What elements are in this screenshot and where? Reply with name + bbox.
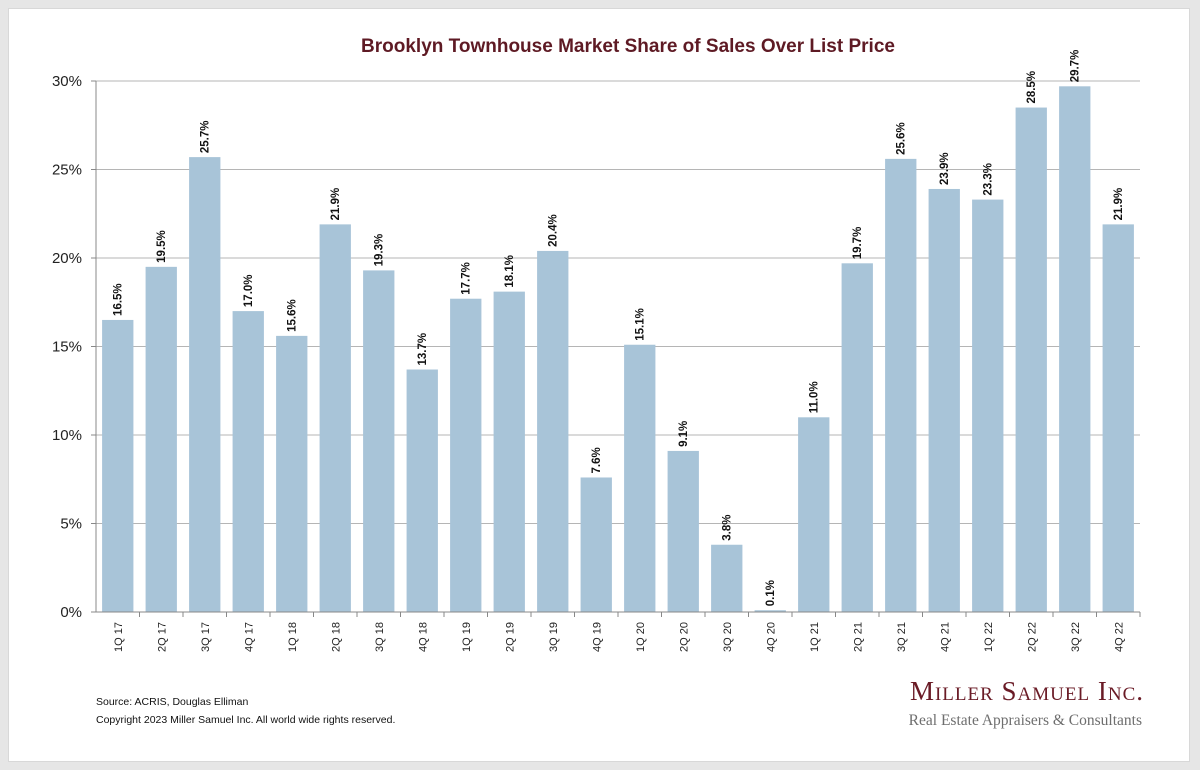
x-tick-label: 2Q 17 [156, 622, 168, 652]
x-tick-label: 4Q 22 [1113, 622, 1125, 652]
y-tick-label: 5% [60, 516, 82, 533]
bar [145, 266, 177, 612]
x-tick-label: 3Q 19 [548, 622, 560, 652]
bar-data-label: 9.1% [678, 421, 690, 447]
y-tick-label: 30% [52, 73, 82, 90]
logo-wordmark: Miller Samuel Inc. [909, 676, 1144, 706]
x-tick-label: 4Q 21 [939, 622, 951, 652]
x-tick-label: 2Q 20 [678, 622, 690, 652]
y-tick-label: 20% [52, 250, 82, 267]
y-tick-label: 25% [52, 162, 82, 179]
bar-data-label: 16.5% [113, 283, 125, 316]
x-tick-label: 4Q 20 [765, 622, 777, 652]
x-tick-label: 4Q 18 [417, 622, 429, 652]
bar-data-label: 25.7% [200, 121, 212, 154]
x-tick-label: 1Q 17 [113, 622, 125, 652]
bar [841, 263, 873, 612]
x-tick-label: 1Q 20 [635, 622, 647, 652]
bar [972, 199, 1004, 612]
bar [406, 369, 438, 612]
x-tick-label: 4Q 19 [591, 622, 603, 652]
bar-data-label: 20.4% [548, 214, 560, 247]
bar-data-label: 15.1% [635, 308, 647, 341]
bar [1059, 86, 1091, 612]
bar-data-label: 17.7% [461, 262, 473, 295]
bar [885, 158, 917, 612]
bar-data-label: 19.7% [852, 227, 864, 260]
bar [102, 319, 134, 612]
bar-data-label: 3.8% [722, 515, 734, 541]
bar-data-label: 21.9% [330, 188, 342, 221]
bar [363, 270, 395, 612]
y-tick-label: 10% [52, 427, 82, 444]
bar-data-label: 25.6% [896, 122, 908, 155]
bar-data-label: 7.6% [591, 447, 603, 473]
x-tick-label: 2Q 18 [330, 622, 342, 652]
bar [276, 335, 308, 612]
bar [928, 188, 960, 612]
bar [189, 157, 221, 613]
bar-data-label: 0.1% [765, 580, 777, 606]
chart-title: Brooklyn Townhouse Market Share of Sales… [361, 36, 895, 57]
x-tick-label: 3Q 20 [722, 622, 734, 652]
bar-data-label: 19.5% [156, 230, 168, 263]
bar-data-label: 21.9% [1113, 188, 1125, 221]
bar-data-label: 15.6% [287, 299, 299, 332]
x-tick-label: 3Q 17 [200, 622, 212, 652]
x-tick-label: 1Q 22 [983, 622, 995, 652]
x-tick-label: 1Q 18 [287, 622, 299, 652]
x-tick-label: 3Q 18 [374, 622, 386, 652]
x-tick-label: 4Q 17 [243, 622, 255, 652]
bar [798, 417, 830, 612]
bar-data-label: 28.5% [1026, 71, 1038, 104]
bar [667, 450, 699, 612]
bar-data-label: 29.7% [1070, 50, 1082, 83]
copyright-note: Copyright 2023 Miller Samuel Inc. All wo… [96, 714, 396, 726]
bar [493, 291, 525, 612]
bar [624, 344, 656, 612]
bar-data-label: 18.1% [504, 255, 516, 288]
bar [450, 298, 482, 612]
bar [1015, 107, 1047, 613]
x-tick-label: 2Q 19 [504, 622, 516, 652]
x-tick-label: 1Q 19 [461, 622, 473, 652]
bar [232, 311, 264, 612]
x-tick-label: 3Q 22 [1070, 622, 1082, 652]
bar [711, 544, 743, 612]
bar-data-label: 11.0% [809, 381, 821, 413]
bar [754, 610, 786, 612]
bar-data-label: 13.7% [417, 333, 429, 366]
gridlines [96, 80, 1140, 524]
bar [319, 224, 351, 612]
bars: 16.5% 19.5% 25.7% 17.0% 15.6% 21.9% 19.3% 13.7%… [102, 50, 1134, 613]
logo-tagline: Real Estate Appraisers & Consultants [908, 712, 1142, 729]
y-tick-label: 0% [60, 604, 82, 621]
bar [580, 477, 612, 612]
bar-data-label: 19.3% [374, 234, 386, 267]
bar [537, 250, 569, 613]
bar-data-label: 17.0% [243, 274, 255, 307]
x-tick-label: 3Q 21 [896, 622, 908, 652]
axes: 0% 5% 10% 15% 20% 25% 30% 1Q 17 2Q 17 3Q 17 4Q 17 1… [52, 73, 1141, 652]
bar-data-label: 23.3% [983, 163, 995, 196]
source-note: Source: ACRIS, Douglas Elliman [96, 696, 249, 708]
x-tick-label: 2Q 21 [852, 622, 864, 652]
x-tick-label: 1Q 21 [809, 622, 821, 652]
bar-data-label: 23.9% [939, 152, 951, 185]
bar [1102, 224, 1134, 612]
x-tick-label: 2Q 22 [1026, 622, 1038, 652]
y-tick-label: 15% [52, 339, 82, 356]
